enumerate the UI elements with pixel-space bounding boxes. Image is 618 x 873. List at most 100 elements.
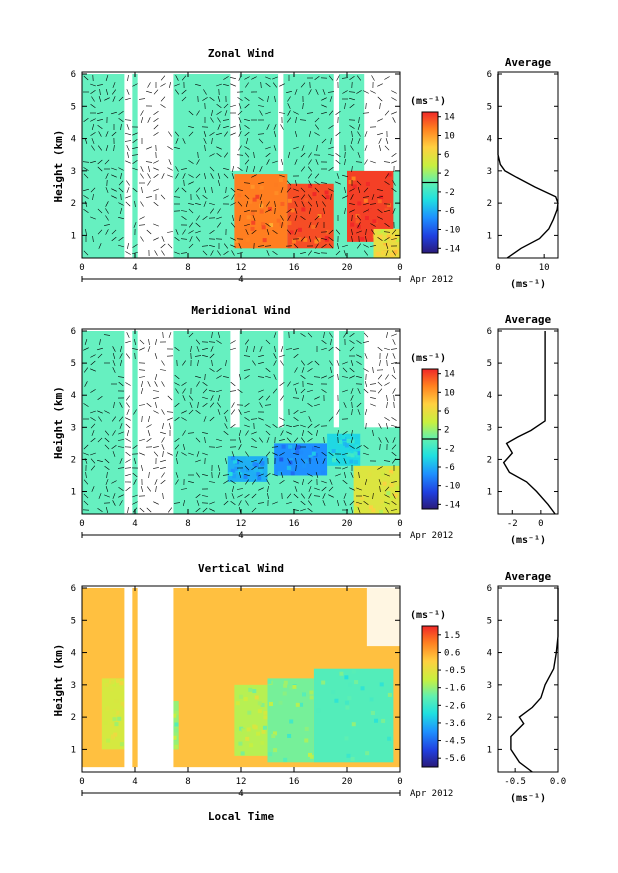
wind-arrow [83, 479, 89, 485]
wind-arrow [181, 410, 187, 414]
heatmap-cell [316, 708, 321, 713]
wind-arrow [90, 368, 96, 372]
wind-arrow [118, 416, 124, 422]
wind-arrow [125, 251, 131, 255]
heatmap-cell [384, 208, 389, 213]
wind-arrow [364, 353, 368, 359]
wind-arrow [238, 131, 242, 137]
heatmap-cell [379, 682, 384, 687]
wind-arrow [230, 77, 236, 79]
wind-arrow [153, 173, 159, 179]
wind-arrow [209, 368, 215, 372]
heatmap-cell [350, 222, 355, 227]
wind-arrow [348, 91, 356, 93]
wind-arrow [90, 452, 96, 456]
heatmap-cell [377, 506, 382, 511]
wind-arrow [272, 501, 278, 505]
heatmap-cell [348, 682, 353, 687]
wind-arrow [295, 457, 297, 465]
wind-arrow [363, 500, 369, 506]
wind-arrow [250, 418, 258, 420]
wind-arrow [370, 90, 376, 94]
wind-arrow [105, 229, 109, 235]
wind-arrow [105, 201, 109, 207]
wind-arrow [257, 376, 265, 378]
wind-arrow [124, 140, 132, 142]
wind-arrow [244, 209, 250, 213]
wind-arrow [294, 215, 298, 221]
heatmap-cell [278, 700, 283, 705]
wind-arrow [90, 160, 96, 164]
wind-arrow [237, 110, 243, 116]
wind-arrow [97, 159, 103, 165]
y-tick-label: 3 [71, 167, 76, 177]
wind-arrow [161, 472, 165, 478]
wind-arrow [244, 465, 250, 471]
heatmap-cell [344, 700, 349, 705]
heatmap-cell [303, 237, 308, 242]
wind-arrow [217, 173, 221, 179]
wind-arrow [160, 83, 166, 87]
wind-arrow [363, 452, 369, 456]
wind-arrow [111, 416, 117, 422]
x-tick-label: 0 [397, 263, 402, 273]
wind-arrow [173, 502, 181, 504]
wind-arrow [125, 395, 131, 401]
wind-arrow [153, 167, 159, 171]
wind-arrow [391, 187, 397, 193]
heatmap-cell [321, 680, 326, 685]
wind-arrow [239, 123, 241, 131]
wind-arrow [349, 103, 355, 109]
wind-arrow [120, 123, 122, 131]
wind-arrow [224, 131, 228, 137]
y-axis-label: Height (km) [52, 386, 65, 459]
wind-arrow [147, 117, 151, 123]
wind-arrow [300, 424, 306, 428]
wind-arrow [153, 118, 159, 122]
wind-arrow [230, 202, 236, 206]
heatmap-cell [288, 460, 293, 465]
wind-arrow [364, 381, 368, 387]
wind-arrow [267, 493, 269, 499]
wind-arrow [273, 145, 277, 151]
wind-arrow [211, 137, 213, 145]
wind-arrow [356, 487, 362, 491]
heatmap-cell [383, 238, 388, 243]
wind-arrow [344, 187, 346, 193]
heatmap-cell [350, 756, 355, 761]
wind-arrow [125, 97, 131, 101]
colorbar-tick-label: -14 [444, 500, 460, 510]
heatmap-cell [292, 239, 297, 244]
wind-arrow [223, 152, 229, 158]
wind-arrow [216, 83, 222, 87]
colorbar-tick-label: 6 [444, 150, 449, 160]
wind-arrow [147, 180, 151, 186]
wind-arrow [315, 222, 319, 228]
heatmap-cell [334, 698, 339, 703]
wind-arrow [257, 105, 265, 107]
wind-arrow [377, 381, 383, 387]
wind-arrow [384, 210, 390, 212]
wind-arrow [357, 187, 361, 193]
wind-arrow [103, 334, 111, 336]
wind-arrow [105, 479, 109, 485]
wind-arrow [209, 230, 215, 234]
wind-arrow [280, 215, 284, 221]
wind-arrow [217, 208, 221, 214]
wind-arrow [258, 181, 264, 185]
wind-arrow [210, 173, 214, 179]
heatmap-cell [110, 680, 115, 685]
wind-arrow [154, 479, 158, 485]
wind-arrow [294, 159, 298, 165]
wind-arrow [379, 359, 381, 367]
wind-arrow [106, 507, 108, 513]
data-gap [373, 74, 400, 171]
wind-arrow [169, 82, 171, 88]
wind-arrow [385, 243, 389, 249]
heatmap-cell [242, 729, 247, 734]
wind-arrow [246, 345, 248, 353]
wind-arrow [393, 401, 395, 409]
wind-arrow [351, 165, 353, 173]
heatmap-cell [277, 471, 282, 476]
